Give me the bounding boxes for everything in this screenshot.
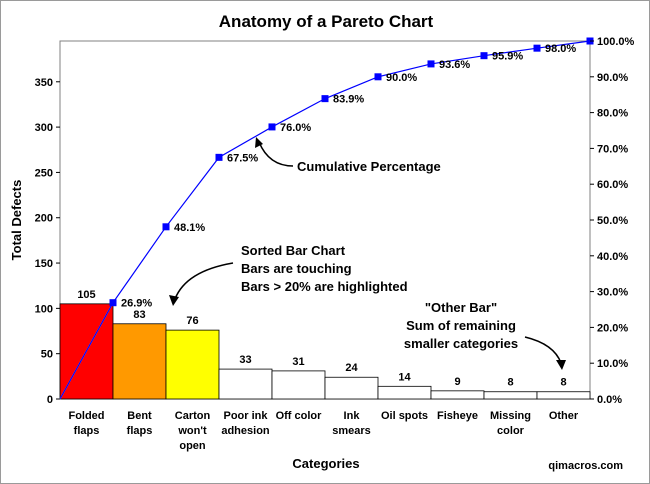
cumulative-label-1: 26.9% <box>121 298 152 310</box>
cumulative-point-1 <box>109 299 117 307</box>
cumulative-point-8 <box>480 52 488 60</box>
annotation-sorted-text: Sorted Bar Chart Bars are touching Bars > … <box>241 243 408 294</box>
category-label-2: Bent flaps <box>127 410 153 437</box>
bar-5 <box>271 370 326 400</box>
cumulative-point-3 <box>215 153 223 161</box>
y2-tick-label-10: 100.0% <box>597 36 635 48</box>
y2-tick-label-6: 60.0% <box>597 179 628 191</box>
cumulative-label-3: 67.5% <box>227 152 258 164</box>
cumulative-label-9: 98.0% <box>545 43 576 55</box>
cumulative-point-5 <box>321 95 329 103</box>
left-axis-ticks: 0 50 100 150 200 250 300 350 <box>35 77 60 406</box>
arrow-other <box>524 336 562 364</box>
cumulative-label-8: 95.9% <box>492 51 523 63</box>
annotation-cumulative: Cumulative Percentage <box>297 159 441 174</box>
arrow-sorted <box>174 262 234 300</box>
y-tick-label-4: 200 <box>35 213 53 225</box>
category-label-1: Folded flaps <box>68 410 104 437</box>
category-label-7: Oil spots <box>381 410 428 422</box>
bar-value-label-1: 105 <box>77 289 95 301</box>
bar-value-label-5: 31 <box>292 356 304 368</box>
right-axis-ticks: 0.0% 10.0% 20.0% 30.0% 40.0% 50.0% 60.0% 70.0% 8… <box>590 36 635 406</box>
cumulative-point-4 <box>268 123 276 131</box>
y-axis-title: Total Defects <box>9 180 24 261</box>
bar-value-label-6: 24 <box>345 362 358 374</box>
bar-value-label-2: 83 <box>133 309 145 321</box>
annotation-other-text: "Other Bar" Sum of remaining smaller categ… <box>404 300 518 351</box>
cumulative-label-5: 83.9% <box>333 94 364 106</box>
bar-6 <box>324 376 379 400</box>
bar-4 <box>218 368 273 400</box>
cumulative-point-labels: 26.9% 48.1% 67.5% 76.0% 83.9% 90.0% 93.6% 95.9%… <box>121 43 576 310</box>
y-tick-label-1: 50 <box>41 349 53 361</box>
y-tick-label-6: 300 <box>35 122 53 134</box>
y2-tick-label-0: 0.0% <box>597 394 622 406</box>
y2-tick-label-9: 90.0% <box>597 72 628 84</box>
cumulative-point-9 <box>533 44 541 52</box>
category-label-8: Fisheye <box>437 410 478 422</box>
cumulative-label-6: 90.0% <box>386 72 417 84</box>
arrow-cumulative <box>258 141 294 167</box>
bar-7 <box>377 385 432 400</box>
arrowhead-other <box>556 360 566 370</box>
y-tick-label-3: 150 <box>35 258 53 270</box>
y2-tick-label-3: 30.0% <box>597 287 628 299</box>
bar-2 <box>112 323 167 400</box>
category-label-3: Carton won't open <box>175 410 211 452</box>
chart-title: Anatomy of a Pareto Chart <box>219 12 434 31</box>
y2-tick-label-4: 40.0% <box>597 251 628 263</box>
x-axis-title: Categories <box>292 456 359 471</box>
cumulative-point-7 <box>427 60 435 68</box>
category-label-9: Missing color <box>490 410 531 437</box>
bar-8 <box>430 390 485 400</box>
y2-tick-label-7: 70.0% <box>597 143 628 155</box>
arrowhead-sorted <box>169 295 179 306</box>
annotation-sorted: Sorted Bar Chart Bars are touching Bars > … <box>241 243 408 294</box>
cumulative-line-series <box>59 37 594 400</box>
cumulative-label-4: 76.0% <box>280 122 311 134</box>
bar-value-labels: 105 83 76 33 31 24 14 9 8 8 <box>77 289 566 389</box>
y-tick-label-5: 250 <box>35 167 53 179</box>
bar-value-label-4: 33 <box>239 354 251 366</box>
bar-value-label-8: 9 <box>454 376 460 388</box>
y-tick-label-2: 100 <box>35 303 53 315</box>
cumulative-point-6 <box>374 73 382 81</box>
category-label-5: Off color <box>276 410 323 422</box>
bar-value-label-10: 8 <box>560 377 566 389</box>
category-label-6: Ink smears <box>332 410 371 437</box>
cumulative-label-7: 93.6% <box>439 59 470 71</box>
category-label-10: Other <box>549 410 579 422</box>
category-label-4: Poor ink adhesion <box>221 410 270 437</box>
bar-10 <box>536 391 591 400</box>
bar-value-label-3: 76 <box>186 315 198 327</box>
bar-9 <box>483 391 538 400</box>
bar-value-label-9: 8 <box>507 377 513 389</box>
y2-tick-label-5: 50.0% <box>597 215 628 227</box>
y-tick-label-0: 0 <box>47 394 53 406</box>
y-tick-label-7: 350 <box>35 77 53 89</box>
bar-value-label-7: 14 <box>398 371 411 383</box>
bar-3 <box>165 329 220 400</box>
credit-text: qimacros.com <box>548 460 623 472</box>
arrowhead-cumulative <box>255 137 263 148</box>
annotation-other: "Other Bar" Sum of remaining smaller categ… <box>404 300 518 351</box>
y2-tick-label-1: 10.0% <box>597 358 628 370</box>
y2-tick-label-2: 20.0% <box>597 322 628 334</box>
cumulative-point-2 <box>162 223 170 231</box>
y2-tick-label-8: 80.0% <box>597 108 628 120</box>
category-axis-labels: Folded flaps Bent flaps Carton won't open Poor … <box>68 410 578 452</box>
cumulative-label-2: 48.1% <box>174 222 205 234</box>
